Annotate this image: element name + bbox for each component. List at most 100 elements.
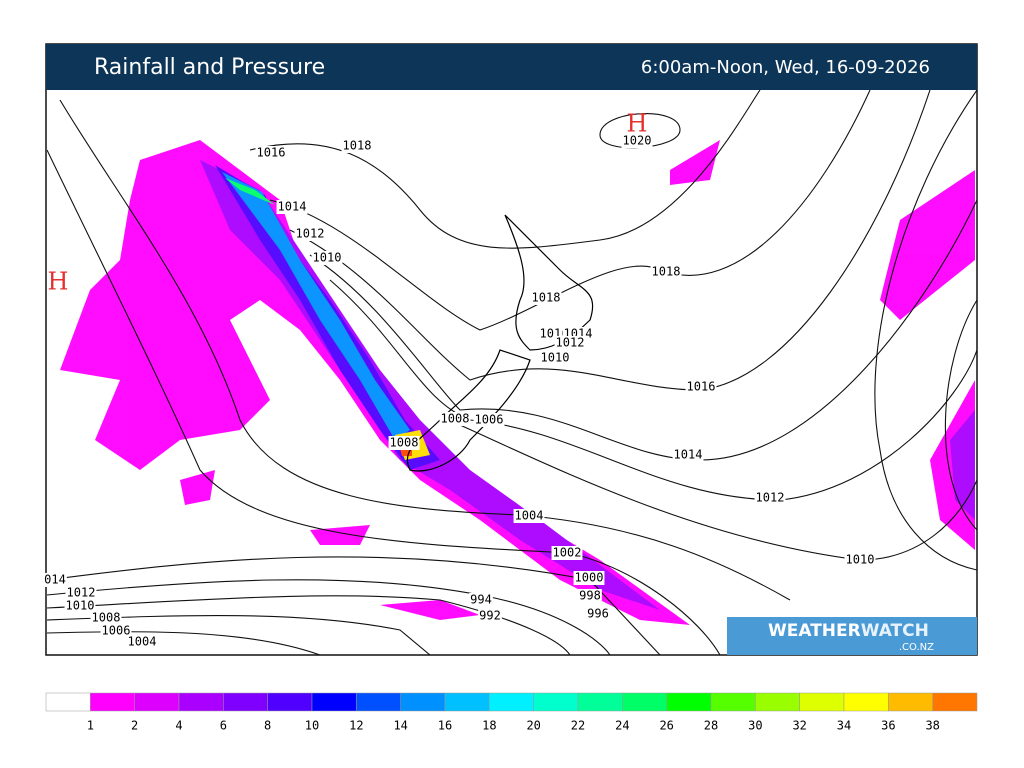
isobar-label: 1008 <box>92 611 121 625</box>
map <box>47 90 977 655</box>
isobar-label: 1012 <box>67 586 96 600</box>
logo-box <box>727 617 977 655</box>
isobar-label: 1008 <box>390 436 419 450</box>
colorbar-cell <box>666 692 712 712</box>
label-background <box>126 635 158 649</box>
logo-text: WATCH <box>861 621 929 641</box>
isobar-label: 1006 <box>475 413 504 427</box>
colorbar-label: 6 <box>220 719 227 733</box>
label-background <box>554 336 586 350</box>
logo-text: WEATHER <box>768 621 861 641</box>
colorbar-label: 4 <box>175 719 182 733</box>
isobar-label: 996 <box>587 607 609 621</box>
colorbar-cell <box>533 692 579 712</box>
isobar-label: 1016 <box>257 146 286 160</box>
isobar-label: 1012 <box>296 227 325 241</box>
title: Rainfall and Pressure <box>94 55 325 80</box>
high-pressure: H <box>627 110 648 138</box>
colorbar-label: 12 <box>349 719 363 733</box>
label-background <box>539 351 571 365</box>
label-background <box>672 448 704 462</box>
colorbar-label: 36 <box>881 719 895 733</box>
colorbar-label: 20 <box>526 719 540 733</box>
colorbar-cell <box>622 692 667 712</box>
label-background <box>294 227 326 241</box>
colorbar-label: 22 <box>571 719 585 733</box>
label-background <box>586 607 610 621</box>
colorbar-label: 8 <box>264 719 271 733</box>
label-background <box>341 139 373 153</box>
colorbar-label: 34 <box>837 719 851 733</box>
label-background <box>388 436 420 450</box>
colorbar-cell <box>45 692 91 712</box>
label-background <box>473 413 505 427</box>
colorbar-label: 16 <box>438 719 452 733</box>
isobar-label: 1008 <box>441 412 470 426</box>
label-background <box>573 571 605 585</box>
isobar-label: 1002 <box>553 546 582 560</box>
colorbar-label: 30 <box>748 719 762 733</box>
label-background <box>530 291 562 305</box>
label-background <box>578 589 602 603</box>
isobar-label: 1004 <box>128 635 157 649</box>
colorbar-cell <box>932 692 978 712</box>
rainfall <box>60 140 975 625</box>
isobars <box>47 90 977 655</box>
isobar-label: 1014 <box>674 448 703 462</box>
label-background <box>513 509 545 523</box>
label-background <box>621 134 653 148</box>
label-background <box>100 624 132 638</box>
colorbar-label: 2 <box>131 719 138 733</box>
colorbar-label: 26 <box>659 719 673 733</box>
label-background <box>90 611 122 625</box>
isobar-label: 1012 <box>756 491 785 505</box>
colorbar-cell <box>356 692 401 712</box>
label-background <box>276 200 308 214</box>
isobar-label: 1016 <box>687 380 716 394</box>
isobar-label: 1010 <box>313 251 342 265</box>
colorbar-cell <box>710 692 756 712</box>
isobar-label: 998 <box>579 589 601 603</box>
label-background <box>255 146 287 160</box>
isobar-label: 1000 <box>575 571 604 585</box>
colorbar-cell <box>489 692 534 712</box>
label-background <box>754 491 786 505</box>
label-background <box>65 586 97 600</box>
colorbar-cell <box>178 692 224 712</box>
isobar-label: 014 <box>44 573 66 587</box>
colorbar-cell <box>444 692 490 712</box>
isobar-label: 1012 <box>556 336 585 350</box>
label-background <box>551 546 583 560</box>
label-background <box>311 251 343 265</box>
colorbar-cell <box>799 692 845 712</box>
isobar-label: 1018 <box>532 291 561 305</box>
isobar-label: 1018 <box>343 139 372 153</box>
colorbar-label: 28 <box>704 719 718 733</box>
colorbar-label: 24 <box>615 719 629 733</box>
isobar-label: 1006 <box>102 624 131 638</box>
label-background <box>478 609 502 623</box>
label-background <box>469 593 493 607</box>
colorbar-cell <box>311 692 357 712</box>
colorbar-cell <box>400 692 446 712</box>
colorbar-cell <box>223 692 268 712</box>
colorbar-label: 38 <box>925 719 939 733</box>
isobar-label: 992 <box>479 609 501 623</box>
subtitle: 6:00am-Noon, Wed, 16-09-2026 <box>641 57 930 78</box>
colorbar-label: 32 <box>792 719 806 733</box>
isobar-label: 1014 <box>278 200 307 214</box>
label-background <box>43 573 67 587</box>
colorbar-cell <box>267 692 313 712</box>
colorbar-cell <box>90 692 135 712</box>
isobar-label: 1004 <box>515 509 544 523</box>
isobar-label: 1020 <box>623 134 652 148</box>
high-pressure: H <box>48 268 69 296</box>
colorbar-cell <box>755 692 800 712</box>
isobar-labels: 1016 1018 10201014101210101018101810161014… <box>43 134 876 649</box>
label-background <box>64 599 96 613</box>
colorbar-cell <box>843 692 889 712</box>
label-background <box>844 553 876 567</box>
colorbar-cell <box>134 692 180 712</box>
logo-domain: .CO.NZ <box>899 642 934 653</box>
